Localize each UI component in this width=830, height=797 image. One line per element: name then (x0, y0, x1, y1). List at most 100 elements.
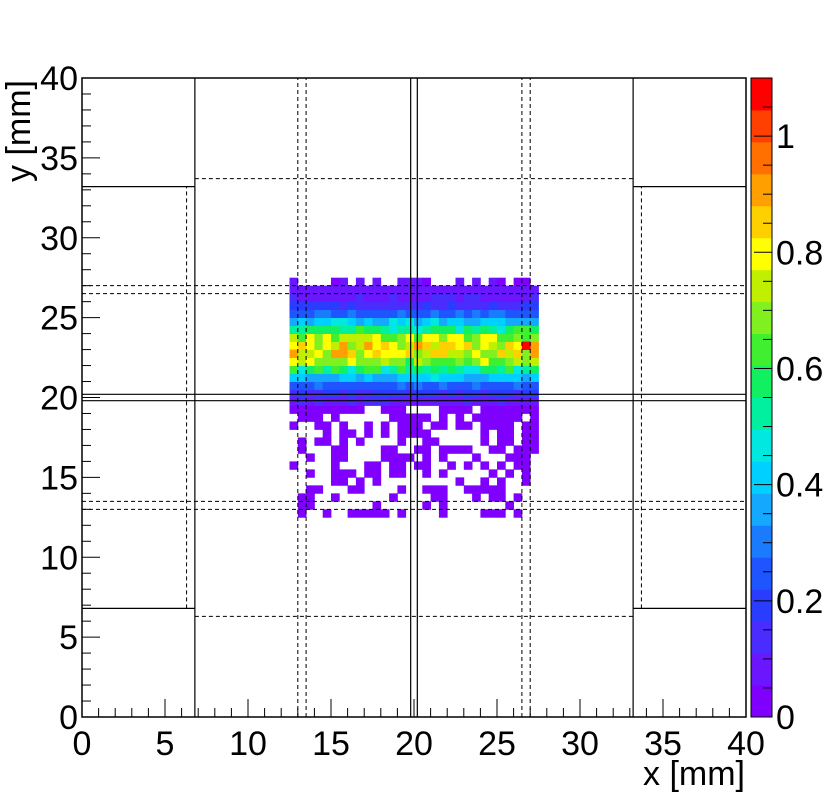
heatmap-cell (521, 325, 531, 334)
heatmap-cell (505, 285, 514, 295)
heatmap-cell (455, 277, 465, 287)
heatmap-cell (289, 277, 299, 287)
heatmap-cell (480, 349, 490, 358)
heatmap-cell-peak (521, 341, 531, 350)
heatmap-cell (314, 285, 324, 295)
heatmap-cell (463, 293, 473, 303)
heatmap-cell (513, 413, 523, 422)
heatmap-cell (513, 285, 523, 295)
heatmap-cell (297, 357, 307, 366)
heatmap-cell (297, 509, 307, 518)
heatmap-cell (339, 381, 348, 390)
heatmap-cell (380, 365, 390, 374)
heatmap-cell (380, 405, 390, 414)
heatmap-cell (339, 421, 348, 430)
heatmap-cell (513, 293, 523, 303)
heatmap-cell (331, 341, 340, 350)
heatmap-cell (314, 309, 324, 319)
heatmap-cell (289, 397, 299, 406)
heatmap-cell (438, 501, 448, 510)
x-tick-label: 40 (727, 725, 765, 763)
heatmap-cell (463, 309, 473, 319)
heatmap-cell (472, 285, 481, 295)
heatmap-cell (513, 341, 523, 350)
heatmap-cell (422, 453, 431, 462)
heatmap-cell (397, 333, 407, 342)
heatmap-cell (322, 429, 332, 438)
heatmap-cell (414, 373, 423, 382)
heatmap-cell (405, 317, 415, 327)
heatmap-cell (414, 381, 423, 390)
heatmap-cell (472, 325, 481, 334)
heatmap-cell (455, 421, 465, 430)
heatmap-cell (339, 429, 348, 438)
heatmap-cell (380, 373, 390, 382)
heatmap-cell (497, 397, 506, 406)
heatmap-cell (463, 405, 473, 414)
heatmap-cell (447, 357, 456, 366)
heatmap-cell (331, 293, 340, 303)
heatmap-cell (480, 509, 490, 518)
x-tick-label: 30 (561, 725, 599, 763)
heatmap-cell (463, 381, 473, 390)
heatmap-cell (306, 405, 315, 414)
heatmap-cell (289, 317, 299, 327)
heatmap-cell (322, 349, 332, 358)
heatmap-cell (389, 373, 398, 382)
heatmap-cell (372, 373, 382, 382)
heatmap-cell (414, 349, 423, 358)
heatmap-cell (530, 317, 539, 327)
heatmap-cell (438, 453, 448, 462)
heatmap-cell (405, 301, 415, 311)
heatmap-cell (414, 325, 423, 334)
heatmap-cell (430, 485, 440, 494)
heatmap-cell (430, 301, 440, 311)
heatmap-cell (521, 373, 531, 382)
heatmap-cell (472, 277, 481, 287)
heatmap-cell (397, 397, 407, 406)
heatmap-cell (422, 317, 431, 327)
heatmap-cell (380, 285, 390, 295)
heatmap-cell (331, 493, 340, 502)
heatmap-cell (380, 341, 390, 350)
heatmap-cell (314, 397, 324, 406)
heatmap-cell (488, 381, 498, 390)
heatmap-cell (297, 413, 307, 422)
heatmap-cell (530, 397, 539, 406)
heatmap-cell (339, 277, 348, 287)
heatmap-cell (405, 397, 415, 406)
heatmap-cell (422, 341, 431, 350)
heatmap-cell (438, 333, 448, 342)
color-scale-step (751, 173, 772, 207)
color-scale-step (751, 78, 772, 111)
heatmap-cell (306, 373, 315, 382)
heatmap-cell (405, 365, 415, 374)
heatmap-cell (438, 509, 448, 518)
heatmap-cell (331, 445, 340, 454)
heatmap-cell (521, 285, 531, 295)
heatmap-cell (380, 317, 390, 327)
heatmap-cell (530, 309, 539, 319)
heatmap-cell (414, 445, 423, 454)
heatmap-cell (355, 373, 365, 382)
heatmap-cell (488, 373, 498, 382)
heatmap-cell (463, 333, 473, 342)
heatmap-cell (364, 429, 373, 438)
y-tick-label: 5 (59, 619, 78, 657)
heatmap-cell (405, 325, 415, 334)
heatmap-cell (513, 493, 523, 502)
heatmap-cell (389, 493, 398, 502)
heatmap-cell (322, 325, 332, 334)
heatmap-cell (339, 285, 348, 295)
heatmap-cell (513, 277, 523, 287)
heatmap-cell (397, 405, 407, 414)
y-axis-ticks (82, 77, 100, 718)
heatmap-cell (405, 341, 415, 350)
heatmap-cell (521, 453, 531, 462)
y-tick-label: 20 (40, 380, 78, 418)
heatmap-cell (405, 421, 415, 430)
heatmap-cell (480, 485, 490, 494)
heatmap-cell (422, 325, 431, 334)
heatmap-cell (463, 485, 473, 494)
heatmap-cell (438, 469, 448, 478)
